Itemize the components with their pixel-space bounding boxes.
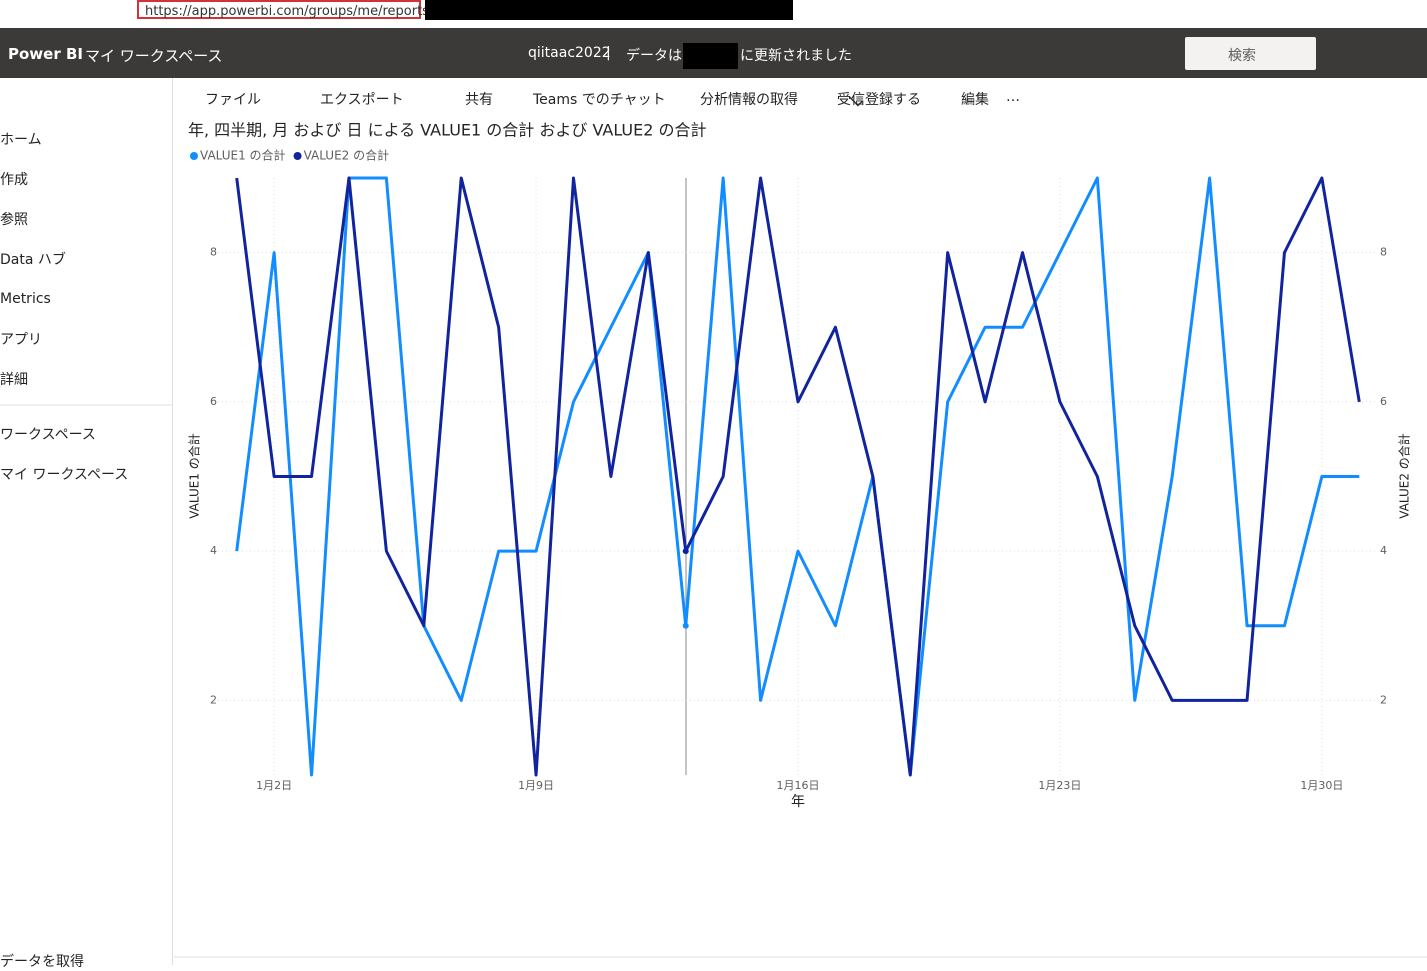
nav-get-data[interactable]: データを取得 <box>0 954 84 970</box>
hover-point <box>682 622 689 629</box>
x-tick-label: 1月23日 <box>1038 779 1081 792</box>
nav-item[interactable]: Data ハブ <box>0 252 66 268</box>
toolbar-item[interactable]: 共有 <box>465 92 493 108</box>
workspace-name[interactable]: マイ ワークスペース <box>85 47 223 65</box>
y2-tick-label: 4 <box>1380 544 1387 557</box>
toolbar-item[interactable]: Teams でのチャット <box>533 92 666 108</box>
y-tick-label: 8 <box>210 246 217 259</box>
y2-tick-label: 6 <box>1380 395 1387 408</box>
x-tick-label: 1月9日 <box>518 779 554 792</box>
y-tick-label: 6 <box>210 395 217 408</box>
legend-label: VALUE1 の合計 <box>200 148 286 163</box>
user: qiitaac2022 <box>528 45 611 61</box>
nav-item[interactable]: Metrics <box>0 291 51 307</box>
legend-marker <box>190 152 198 160</box>
nav-item[interactable]: 作成 <box>0 172 28 188</box>
sidebar <box>0 78 173 965</box>
y2-axis-title: VALUE2 の合計 <box>1397 433 1412 519</box>
nav-workspaces[interactable]: ワークスペース <box>0 427 96 443</box>
nav-item[interactable]: ホーム <box>0 132 42 148</box>
y-tick-label: 4 <box>210 544 217 557</box>
y2-tick-label: 2 <box>1380 693 1387 706</box>
line-series <box>235 176 1361 777</box>
y2-tick-label: 8 <box>1380 246 1387 259</box>
app-name[interactable]: Power BI <box>8 45 83 63</box>
hover-point <box>682 548 689 555</box>
redaction <box>683 43 738 69</box>
x-tick-label: 1月30日 <box>1300 779 1343 792</box>
chevron-down[interactable] <box>848 93 863 107</box>
toolbar-item[interactable]: 編集 <box>961 92 989 108</box>
toolbar-item[interactable]: 受信登録する <box>837 92 921 108</box>
toolbar-item[interactable]: エクスポート <box>320 92 404 108</box>
nav-my-workspace[interactable]: マイ ワークスペース <box>0 467 129 483</box>
separator: | <box>606 45 611 61</box>
y-axis-title: VALUE1 の合計 <box>187 433 202 519</box>
url: https://app.powerbi.com/groups/me/report… <box>145 4 429 19</box>
legend-label: VALUE2 の合計 <box>304 148 390 163</box>
search-box[interactable]: 検索 <box>1185 37 1316 70</box>
x-axis-title: 年 <box>791 794 805 810</box>
line-series <box>235 176 1360 777</box>
nav-item[interactable]: 参照 <box>0 212 28 228</box>
legend-marker <box>293 152 302 160</box>
nav-item[interactable]: 詳細 <box>0 372 28 388</box>
search-placeholder: 検索 <box>1228 48 1256 64</box>
nav-item[interactable]: アプリ <box>0 332 42 348</box>
refresh-suffix[interactable]: に更新されました <box>740 48 852 64</box>
x-tick-label: 1月16日 <box>777 779 820 792</box>
chart-title: 年, 四半期, 月 および 日 による VALUE1 の合計 および VALUE… <box>188 121 707 140</box>
toolbar-item[interactable]: 分析情報の取得 <box>700 92 798 108</box>
refresh-prefix: データは <box>626 48 682 64</box>
redaction <box>425 0 793 20</box>
url-box[interactable]: https://app.powerbi.com/groups/me/report… <box>137 0 429 19</box>
y-tick-label: 2 <box>210 693 217 706</box>
toolbar-item[interactable]: … <box>1006 89 1020 105</box>
toolbar-item[interactable]: ファイル <box>205 92 261 108</box>
x-tick-label: 1月2日 <box>256 779 292 792</box>
